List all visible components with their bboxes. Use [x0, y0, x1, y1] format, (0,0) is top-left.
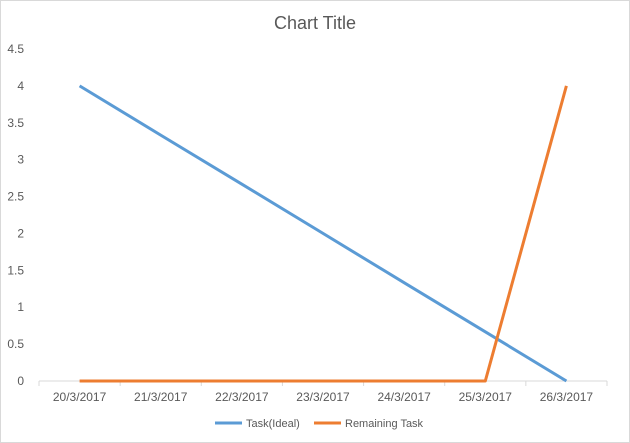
x-tick-label: 25/3/2017 — [459, 390, 513, 404]
legend-label: Remaining Task — [345, 418, 424, 430]
y-tick-label: 1.5 — [7, 263, 24, 277]
y-tick-label: 3 — [17, 153, 24, 167]
legend-label: Task(Ideal) — [246, 418, 300, 430]
y-tick-label: 1 — [17, 300, 24, 314]
y-axis-labels: 0 0.5 1 1.5 2 2.5 3 3.5 4 4.5 — [7, 42, 24, 388]
y-tick-label: 2.5 — [7, 190, 24, 204]
y-tick-label: 3.5 — [7, 116, 24, 130]
y-tick-label: 4.5 — [7, 42, 24, 56]
x-tick-label: 22/3/2017 — [215, 390, 269, 404]
series-layer — [78, 84, 568, 383]
y-tick-label: 4 — [17, 79, 24, 93]
y-tick-label: 0 — [17, 374, 24, 388]
x-tick-label: 26/3/2017 — [540, 390, 594, 404]
chart-title: Chart Title — [274, 13, 356, 33]
y-tick-label: 2 — [17, 226, 24, 240]
x-tick-label: 23/3/2017 — [296, 390, 350, 404]
series-line-1 — [78, 84, 568, 383]
y-tick-label: 0.5 — [7, 337, 24, 351]
legend: Task(Ideal) Remaining Task — [215, 418, 424, 430]
x-tick-label: 21/3/2017 — [134, 390, 188, 404]
x-tick-label: 24/3/2017 — [377, 390, 431, 404]
x-axis: 20/3/2017 21/3/2017 22/3/2017 23/3/2017 24/3… — [38, 380, 608, 404]
x-tick-label: 20/3/2017 — [53, 390, 107, 404]
series-line-2 — [79, 85, 568, 383]
